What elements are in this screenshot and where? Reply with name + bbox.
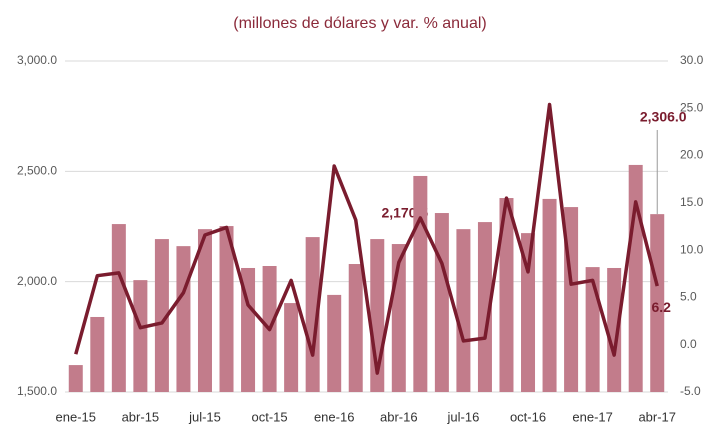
bar xyxy=(521,233,536,392)
y2-tick-label: 20.0 xyxy=(680,148,703,162)
bar xyxy=(176,246,191,392)
y2-tick-label: 25.0 xyxy=(680,100,703,114)
bar xyxy=(499,198,514,392)
x-tick-label: abr-16 xyxy=(380,409,418,424)
y2-tick-label: 10.0 xyxy=(680,242,703,256)
y2-tick-label: 0.0 xyxy=(680,337,697,351)
bar xyxy=(650,214,665,392)
bar xyxy=(628,164,643,392)
line xyxy=(74,102,659,375)
y2-tick-label: 15.0 xyxy=(680,195,703,209)
x-tick-label: ene-15 xyxy=(56,409,96,424)
bar xyxy=(607,267,622,392)
line-value-label: 6.2 xyxy=(651,299,671,315)
y-tick-label: 3,000.0 xyxy=(17,53,57,67)
bar xyxy=(542,198,557,392)
y-tick-label: 2,000.0 xyxy=(17,274,57,288)
x-tick-label: abr-15 xyxy=(122,409,160,424)
bar xyxy=(90,316,105,392)
bar xyxy=(348,264,363,392)
bar xyxy=(219,226,234,392)
bar xyxy=(434,213,449,392)
bar-value-label: 2,306.0 xyxy=(640,109,687,125)
bar xyxy=(68,365,83,392)
y-tick-label: 1,500.0 xyxy=(17,384,57,398)
chart-title: (millones de dólares y var. % anual) xyxy=(233,15,486,32)
y2-tick-label: 30.0 xyxy=(680,53,703,67)
x-tick-label: abr-17 xyxy=(638,409,676,424)
bar xyxy=(413,175,428,392)
x-tick-label: oct-15 xyxy=(252,409,288,424)
x-tick-label: ene-17 xyxy=(572,409,612,424)
x-tick-label: jul-15 xyxy=(188,409,221,424)
bar xyxy=(456,229,471,392)
bar xyxy=(305,237,320,392)
y2-tick-label: -5.0 xyxy=(680,384,701,398)
bar xyxy=(111,224,126,392)
bar xyxy=(477,222,492,392)
bar xyxy=(327,294,342,392)
y2-tick-label: 5.0 xyxy=(680,290,697,304)
bar xyxy=(241,267,256,392)
x-tick-label: jul-16 xyxy=(447,409,480,424)
bar xyxy=(284,303,299,392)
x-tick-label: oct-16 xyxy=(510,409,546,424)
y-tick-label: 2,500.0 xyxy=(17,164,57,178)
bar xyxy=(197,229,212,392)
bar xyxy=(133,280,148,392)
x-tick-label: ene-16 xyxy=(314,409,354,424)
bar xyxy=(154,239,169,392)
